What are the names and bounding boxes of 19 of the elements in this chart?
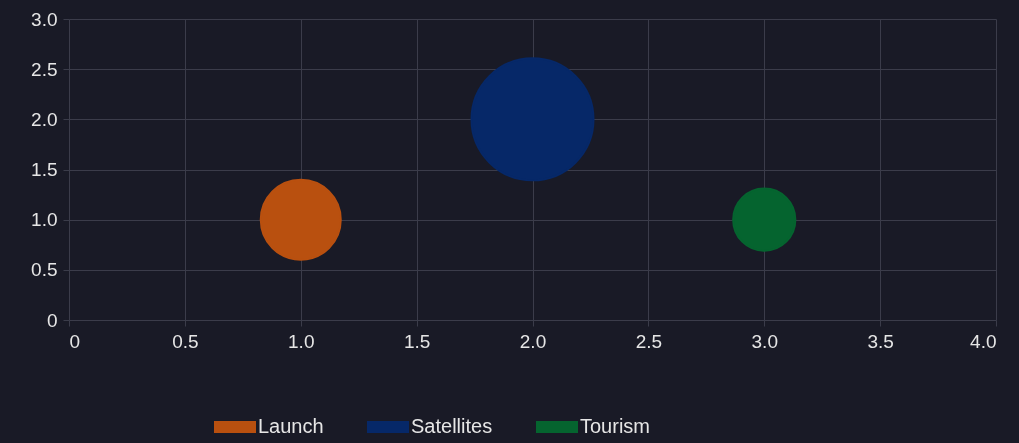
y-tick-label: 2.0 [31,108,58,130]
legend-label: Tourism [580,415,651,437]
legend-label: Satellites [411,415,493,437]
x-tick-label: 0 [69,330,81,352]
y-tick-label: 3.0 [31,8,58,30]
x-tick-label: 1.0 [288,330,315,352]
legend-label: Launch [258,415,324,437]
y-tick-label: 0.5 [31,259,58,281]
x-tick-label: 3.5 [867,330,894,352]
x-tick-label: 0.5 [172,330,199,352]
x-tick-label: 1.5 [403,330,431,352]
y-tick-label: 1.0 [31,209,58,231]
x-tick-label: 3.0 [751,330,778,352]
x-tick-label: 2.0 [519,330,547,352]
x-tick-label: 4.0 [970,330,997,352]
y-tick-label: 1.5 [31,159,58,180]
x-tick-label: 2.5 [635,330,663,352]
y-tick-label: 0 [46,309,58,331]
y-tick-label: 2.5 [31,58,58,80]
